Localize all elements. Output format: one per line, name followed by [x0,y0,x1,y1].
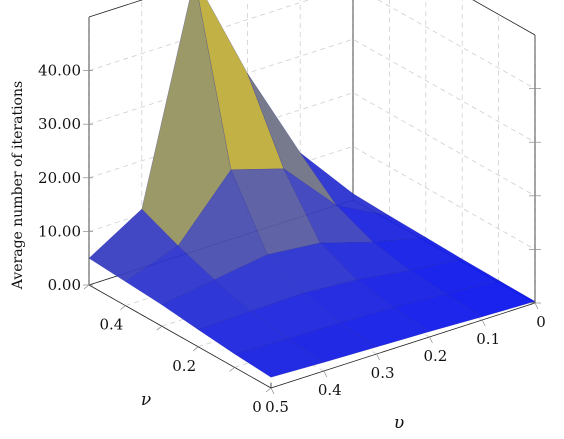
x-axis-label: υ [394,413,404,433]
y-tick-label: 0 [252,398,262,416]
z-tick-label: 20.00 [38,169,81,187]
y-axis-label: ν [141,390,151,410]
y-tick [120,305,126,310]
y-tick-label: 0.4 [99,316,123,334]
z-gridline [88,0,536,89]
axis-edge [88,284,272,389]
y-tick [83,284,90,290]
x-tick [323,370,328,378]
y-tick [192,346,199,352]
x-tick-label: 0.1 [476,330,500,348]
z-tick-label: 40.00 [38,62,81,80]
x-tick-label: 0.4 [318,381,342,399]
x-tick [376,353,380,361]
z-tick-label: 30.00 [38,115,81,133]
y-tick [156,325,163,331]
x-tick [481,319,486,327]
z-axis-label: Average number of iterations [10,81,26,290]
axis-frame-front [88,284,536,389]
x-tick-label: 0.2 [423,347,447,365]
axis-edge [472,0,536,36]
x-tick-label: 0 [536,313,546,331]
z-gridline [88,38,536,143]
z-tick-label: 10.00 [38,222,81,240]
y-tick [265,387,272,393]
x-tick-label: 0.3 [371,364,395,382]
z-tick-label: 0.00 [48,276,81,294]
surface-plot [88,0,536,378]
y-tick-label: 0.2 [172,357,196,375]
tick-labels: 0.00 10.00 20.00 30.00 40.00 0 0.1 0.2 0.3 0.4 0.5… [38,62,546,416]
x-tick [429,336,433,344]
x-tick-label: 0.5 [265,398,289,416]
y-tick [229,367,235,372]
surface-cell [445,280,536,318]
axis-edge [88,0,144,18]
axis-edge [270,302,536,389]
x-tick [534,302,539,310]
x-tick [270,387,275,395]
